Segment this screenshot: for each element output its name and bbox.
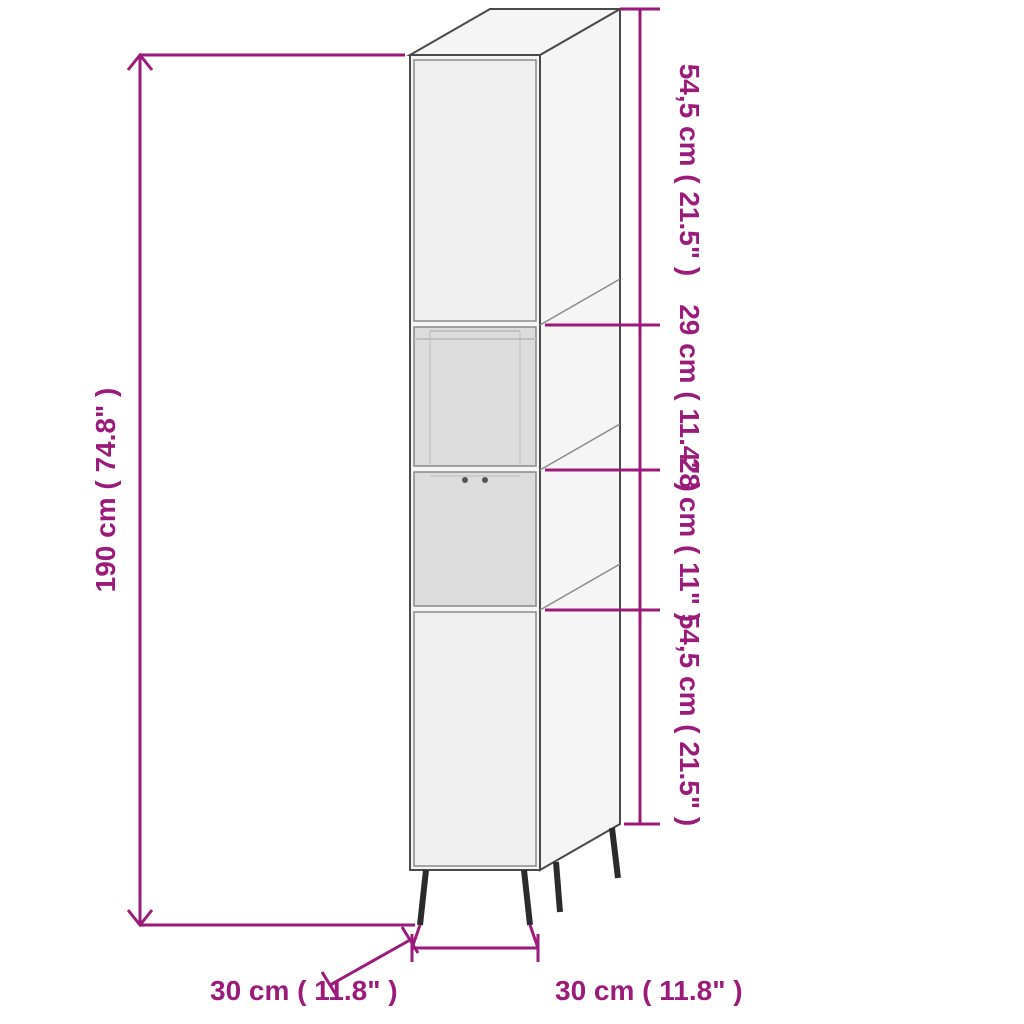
cabinet (410, 9, 620, 925)
label-shelf2: 28 cm ( 11" ) (674, 458, 705, 622)
dim-depth: 30 cm ( 11.8" ) (210, 927, 418, 1006)
label-depth: 30 cm ( 11.8" ) (210, 975, 398, 1006)
dim-total-height: 190 cm ( 74.8" ) (90, 55, 415, 925)
label-total-height: 190 cm ( 74.8" ) (90, 388, 121, 593)
dimension-diagram: 190 cm ( 74.8" ) 54,5 cm ( 21.5" ) 29 cm… (0, 0, 1024, 1024)
dim-width: 30 cm ( 11.8" ) (412, 925, 743, 1006)
label-bottom-door: 54,5 cm ( 21.5" ) (674, 614, 705, 827)
label-width: 30 cm ( 11.8" ) (555, 975, 743, 1006)
label-top-door: 54,5 cm ( 21.5" ) (674, 64, 705, 277)
